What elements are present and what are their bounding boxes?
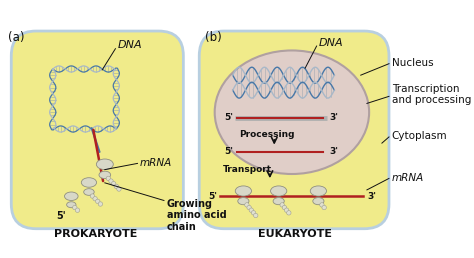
Text: 5': 5'	[208, 192, 217, 200]
Text: (b): (b)	[205, 31, 222, 44]
Text: (a): (a)	[8, 31, 24, 44]
Ellipse shape	[310, 186, 327, 196]
Text: Growing
amino acid
chain: Growing amino acid chain	[166, 199, 227, 232]
Ellipse shape	[313, 198, 324, 205]
Circle shape	[251, 211, 256, 215]
Text: mRNA: mRNA	[392, 173, 424, 183]
Text: EUKARYOTE: EUKARYOTE	[257, 229, 331, 239]
Text: 3': 3'	[330, 147, 339, 156]
Text: Transport: Transport	[223, 165, 272, 174]
Text: 5': 5'	[224, 147, 233, 156]
Circle shape	[93, 197, 97, 201]
Text: Transcription
and processing: Transcription and processing	[392, 84, 471, 105]
Ellipse shape	[96, 159, 113, 170]
Ellipse shape	[215, 51, 369, 174]
Circle shape	[73, 205, 77, 210]
Text: Processing: Processing	[239, 130, 294, 139]
Ellipse shape	[273, 198, 284, 205]
Text: DNA: DNA	[319, 38, 343, 49]
Ellipse shape	[67, 202, 76, 208]
Circle shape	[75, 208, 80, 212]
Text: 5': 5'	[56, 211, 65, 221]
Circle shape	[90, 194, 95, 198]
Text: PROKARYOTE: PROKARYOTE	[55, 229, 137, 239]
Ellipse shape	[235, 186, 252, 196]
Text: mRNA: mRNA	[139, 158, 172, 167]
Text: Cytoplasm: Cytoplasm	[392, 131, 447, 141]
Circle shape	[284, 208, 289, 212]
Circle shape	[117, 187, 121, 191]
Text: Nucleus: Nucleus	[392, 58, 433, 68]
Circle shape	[280, 203, 284, 207]
Circle shape	[96, 199, 100, 204]
Circle shape	[322, 205, 326, 210]
Ellipse shape	[99, 171, 110, 179]
FancyBboxPatch shape	[11, 31, 183, 229]
Circle shape	[249, 208, 254, 212]
FancyBboxPatch shape	[199, 31, 389, 229]
Text: 3': 3'	[330, 113, 339, 122]
Circle shape	[247, 205, 251, 210]
Ellipse shape	[271, 186, 287, 196]
Circle shape	[106, 176, 110, 181]
Circle shape	[245, 203, 249, 207]
Text: 3': 3'	[367, 192, 376, 200]
Circle shape	[287, 211, 291, 215]
Ellipse shape	[84, 189, 94, 195]
Circle shape	[319, 203, 324, 207]
Text: DNA: DNA	[118, 40, 143, 50]
Circle shape	[282, 205, 287, 210]
Ellipse shape	[238, 198, 249, 205]
Circle shape	[114, 184, 118, 189]
Ellipse shape	[64, 192, 78, 200]
Circle shape	[254, 213, 258, 218]
Text: 5': 5'	[224, 113, 233, 122]
Circle shape	[98, 202, 102, 206]
Circle shape	[111, 182, 116, 186]
Ellipse shape	[82, 178, 97, 187]
Circle shape	[109, 179, 113, 183]
